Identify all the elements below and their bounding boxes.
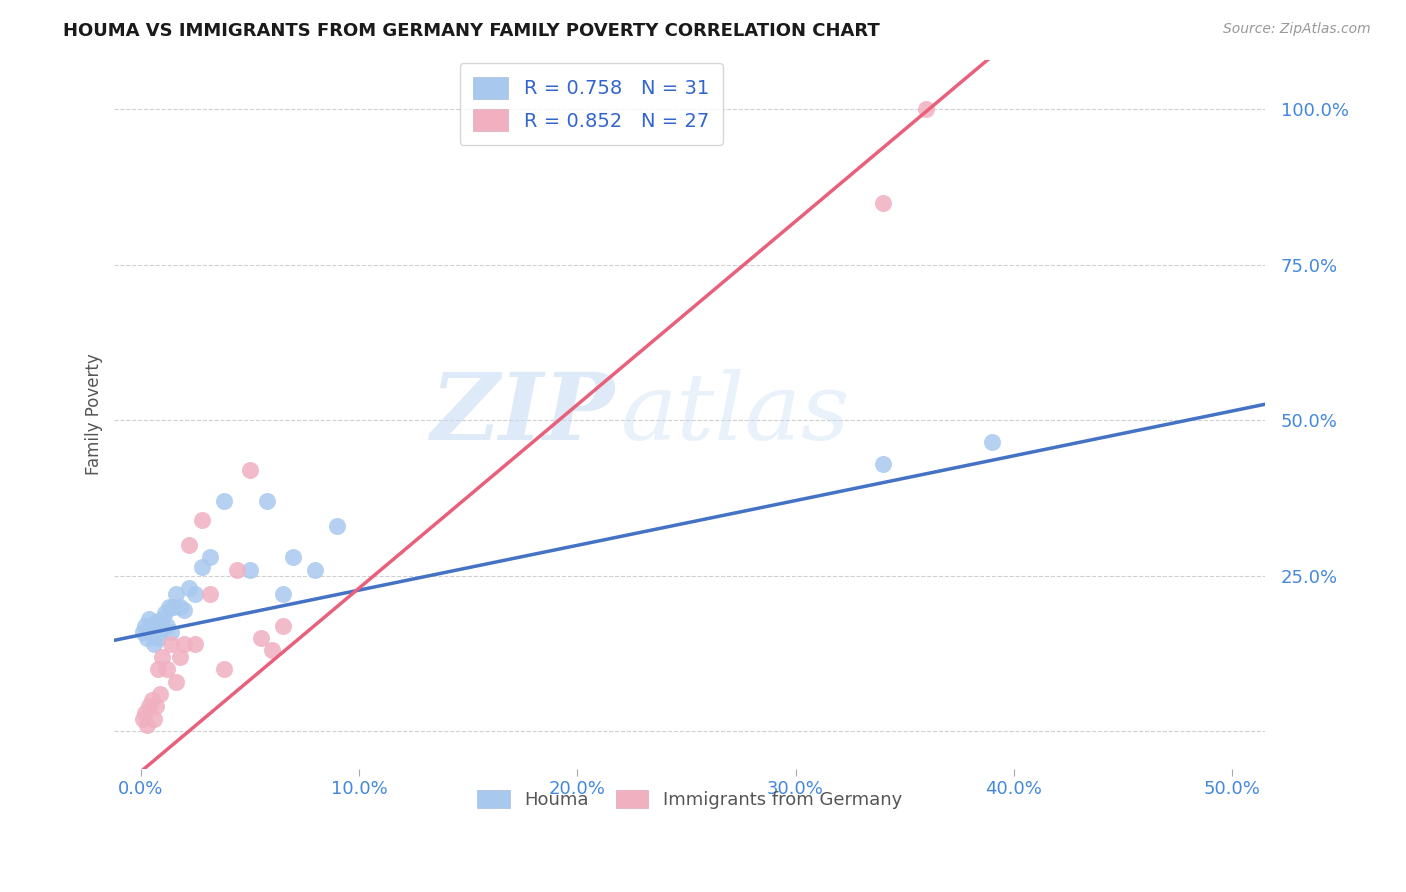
Point bbox=[156, 618, 179, 632]
Point bbox=[239, 463, 262, 477]
Point bbox=[249, 631, 271, 645]
Point bbox=[152, 612, 174, 626]
Point bbox=[283, 550, 305, 565]
Point bbox=[141, 693, 163, 707]
Point bbox=[239, 563, 262, 577]
Point bbox=[190, 559, 212, 574]
Text: Source: ZipAtlas.com: Source: ZipAtlas.com bbox=[1223, 22, 1371, 37]
Point bbox=[169, 649, 191, 664]
Point bbox=[138, 612, 160, 626]
Text: ZIP: ZIP bbox=[430, 369, 614, 459]
Point bbox=[981, 435, 1004, 450]
Point bbox=[304, 563, 326, 577]
Point bbox=[132, 624, 155, 639]
Point bbox=[146, 631, 169, 645]
Point bbox=[152, 649, 174, 664]
Point bbox=[225, 563, 247, 577]
Point bbox=[190, 513, 212, 527]
Legend: Houma, Immigrants from Germany: Houma, Immigrants from Germany bbox=[470, 782, 910, 816]
Point bbox=[177, 581, 200, 595]
Point bbox=[141, 624, 163, 639]
Point bbox=[153, 606, 176, 620]
Point bbox=[200, 587, 222, 601]
Point bbox=[260, 643, 283, 657]
Point bbox=[156, 662, 179, 676]
Point bbox=[145, 699, 167, 714]
Point bbox=[165, 674, 187, 689]
Text: HOUMA VS IMMIGRANTS FROM GERMANY FAMILY POVERTY CORRELATION CHART: HOUMA VS IMMIGRANTS FROM GERMANY FAMILY … bbox=[63, 22, 880, 40]
Point bbox=[136, 718, 159, 732]
Point bbox=[160, 637, 183, 651]
Point bbox=[160, 624, 183, 639]
Point bbox=[162, 599, 184, 614]
Point bbox=[142, 712, 165, 726]
Point bbox=[173, 603, 195, 617]
Point bbox=[212, 494, 235, 508]
Point bbox=[157, 599, 180, 614]
Point bbox=[184, 587, 207, 601]
Point bbox=[256, 494, 278, 508]
Point bbox=[872, 457, 894, 471]
Point bbox=[872, 195, 894, 210]
Point bbox=[326, 519, 349, 533]
Point bbox=[177, 538, 200, 552]
Text: atlas: atlas bbox=[620, 369, 851, 459]
Point bbox=[138, 699, 160, 714]
Point bbox=[271, 618, 294, 632]
Point bbox=[915, 103, 938, 117]
Point bbox=[146, 662, 169, 676]
Point bbox=[212, 662, 235, 676]
Point bbox=[169, 599, 191, 614]
Point bbox=[173, 637, 195, 651]
Point bbox=[149, 624, 172, 639]
Point bbox=[134, 706, 156, 720]
Point bbox=[184, 637, 207, 651]
Point bbox=[136, 631, 159, 645]
Point bbox=[132, 712, 155, 726]
Point bbox=[165, 587, 187, 601]
Point bbox=[134, 618, 156, 632]
Y-axis label: Family Poverty: Family Poverty bbox=[86, 353, 103, 475]
Point bbox=[142, 637, 165, 651]
Point bbox=[145, 615, 167, 630]
Point bbox=[271, 587, 294, 601]
Point bbox=[149, 687, 172, 701]
Point bbox=[200, 550, 222, 565]
